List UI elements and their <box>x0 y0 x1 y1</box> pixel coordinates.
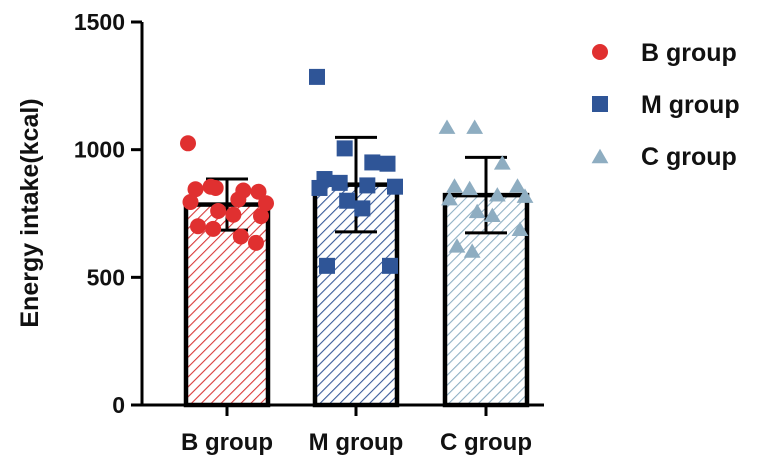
data-point <box>468 203 486 219</box>
data-point <box>331 174 348 191</box>
data-point <box>382 257 398 274</box>
data-point <box>379 155 396 172</box>
data-points-layer <box>180 68 534 274</box>
x-ticks: B group M group C group <box>181 405 532 456</box>
data-point <box>258 195 274 212</box>
data-point <box>387 178 403 195</box>
data-point <box>250 183 267 200</box>
data-point <box>446 178 463 193</box>
data-point <box>182 194 199 211</box>
x-tick-label: M group <box>309 429 404 456</box>
data-point <box>493 155 511 170</box>
y-tick-label: 1000 <box>74 137 125 163</box>
axes <box>140 22 544 407</box>
data-point <box>180 135 196 152</box>
data-point <box>232 228 249 245</box>
data-point <box>339 192 356 209</box>
data-point <box>202 178 219 195</box>
data-point <box>336 140 353 157</box>
data-point <box>488 187 506 202</box>
data-point <box>516 188 534 203</box>
legend-label: B group <box>641 39 737 67</box>
data-point <box>441 190 458 206</box>
data-point <box>311 179 328 196</box>
y-ticks: 0 500 1000 1500 <box>74 9 142 418</box>
data-point <box>205 220 222 237</box>
data-point <box>463 243 481 258</box>
data-point <box>253 208 269 225</box>
data-point <box>364 154 381 171</box>
x-tick-label: C group <box>440 429 532 456</box>
data-point <box>483 207 501 222</box>
legend-label: C group <box>641 143 737 171</box>
y-tick-label: 0 <box>112 392 125 418</box>
y-tick-label: 1500 <box>74 9 125 35</box>
y-axis-title: Energy intake(kcal) <box>16 98 44 327</box>
legend-marker <box>591 148 609 164</box>
data-point <box>511 221 529 237</box>
data-point <box>190 218 206 235</box>
data-point <box>461 180 479 196</box>
data-point <box>210 202 227 219</box>
data-point <box>309 68 325 85</box>
legend-marker <box>592 96 608 112</box>
data-point <box>248 234 264 251</box>
data-point <box>438 119 456 134</box>
data-point <box>225 206 242 223</box>
data-point <box>466 119 484 134</box>
data-point <box>230 191 247 208</box>
bar <box>183 202 271 408</box>
legend-label: M group <box>641 91 740 119</box>
legend-marker <box>592 44 608 60</box>
y-tick-label: 500 <box>87 264 125 290</box>
legend: B group M group C group <box>591 39 740 171</box>
x-tick-label: B group <box>181 429 273 456</box>
data-point <box>187 181 204 198</box>
data-point <box>448 238 466 253</box>
data-point <box>319 257 335 274</box>
data-point <box>354 200 371 217</box>
data-point <box>509 178 526 193</box>
data-point <box>359 177 376 194</box>
